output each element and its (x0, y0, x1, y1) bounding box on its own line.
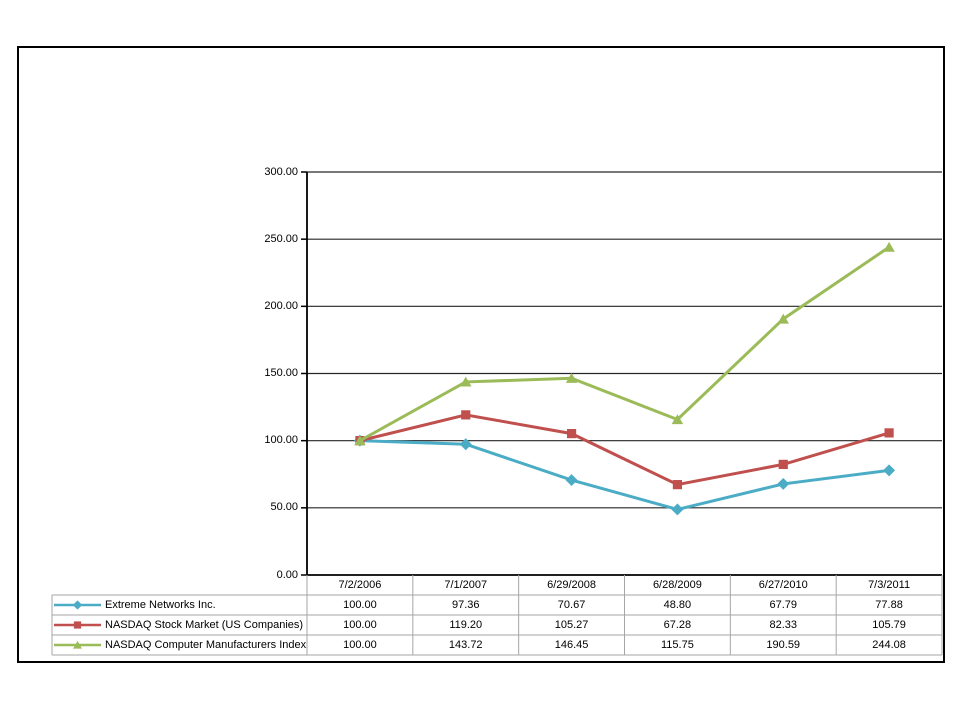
y-axis-tick-label: 0.00 (276, 568, 298, 581)
legend-series-label: NASDAQ Computer Manufacturers Index (105, 638, 307, 651)
table-value-cell: 100.00 (343, 598, 377, 611)
y-axis-tick-label: 100.00 (264, 434, 298, 447)
x-axis-category-label: 6/27/2010 (758, 578, 808, 591)
table-value-cell: 143.72 (448, 638, 483, 651)
table-value-cell: 100.00 (343, 638, 377, 651)
legend-marker-extreme-networks-inc-icon (54, 600, 101, 610)
table-value-cell: 100.00 (343, 618, 377, 631)
table-value-cell: 105.27 (554, 618, 589, 631)
x-axis-category-label: 7/1/2007 (444, 578, 488, 591)
table-value-cell: 67.79 (769, 598, 797, 611)
y-axis-tick-label: 250.00 (264, 232, 298, 245)
table-value-cell: 82.33 (769, 618, 797, 631)
chart-labels-layer: 300.00 250.00 200.00 150.00 100.00 50.00 0.00 7… (19, 48, 943, 661)
plot-gridlines (307, 171, 942, 509)
y-axis-tick-label: 300.00 (264, 165, 298, 178)
table-value-cell: 97.36 (451, 598, 480, 611)
y-axis-tick-label: 150.00 (264, 367, 298, 379)
legend-series-label: Extreme Networks Inc. (105, 598, 216, 611)
table-value-cell: 77.88 (875, 598, 903, 611)
x-axis-category-label: 6/29/2008 (547, 578, 597, 591)
chart-canvas (51, 171, 943, 656)
table-value-cell: 119.20 (449, 618, 483, 631)
table-value-cell: 244.08 (872, 638, 906, 651)
legend-marker-nasdaq-computer-manufacturers-icon (54, 640, 101, 649)
chart-frame: 300.00 250.00 200.00 150.00 100.00 50.00 0.00 7… (17, 46, 945, 663)
legend-series-label: NASDAQ Stock Market (US Companies) (105, 618, 304, 631)
y-axis-tick-label: 50.00 (270, 501, 298, 514)
table-value-cell: 146.45 (554, 638, 589, 651)
x-axis-category-label: 7/2/2006 (338, 578, 382, 591)
series-line-nasdaq-computer-manufacturers (354, 241, 895, 446)
table-grid-borders (51, 575, 943, 656)
table-value-cell: 190.59 (766, 638, 801, 651)
table-value-cell: 48.80 (663, 598, 692, 611)
table-value-cell: 70.67 (557, 598, 586, 611)
table-value-cell: 115.75 (661, 638, 694, 651)
x-axis-category-label: 6/28/2009 (652, 578, 702, 591)
table-value-cell: 67.28 (663, 618, 692, 631)
series-line-extreme-networks-inc (353, 434, 896, 516)
legend-marker-nasdaq-stock-market-icon (54, 621, 101, 629)
table-value-cell: 105.79 (872, 618, 906, 631)
x-axis-category-label: 7/3/2011 (868, 578, 911, 591)
y-axis (301, 171, 308, 576)
y-axis-tick-label: 200.00 (264, 299, 298, 312)
